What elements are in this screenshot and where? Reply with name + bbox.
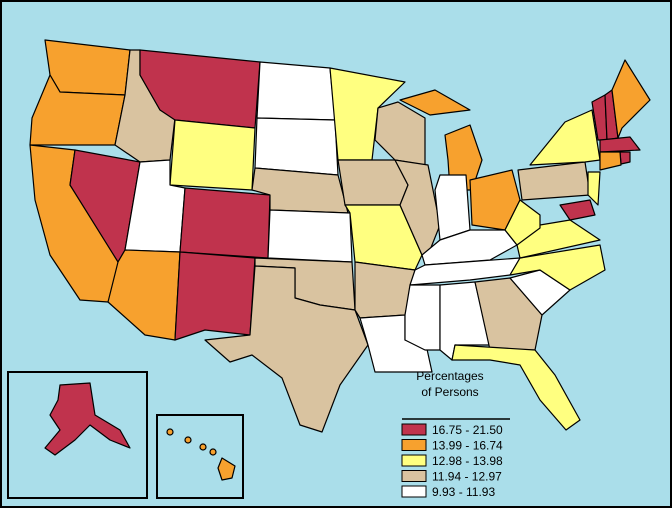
state — [599, 151, 622, 171]
state — [599, 136, 641, 153]
state — [204, 265, 369, 433]
state — [179, 187, 271, 259]
legend-label: 16.75 - 21.50 — [432, 423, 503, 437]
state — [509, 244, 606, 291]
state — [529, 109, 601, 166]
state — [451, 344, 581, 431]
state — [256, 61, 336, 121]
legend-swatch — [401, 423, 427, 436]
state — [337, 159, 409, 206]
state — [217, 457, 236, 481]
hawaii-box — [156, 414, 244, 499]
state — [587, 171, 601, 206]
state — [504, 199, 541, 246]
alaska-box — [7, 371, 148, 499]
state — [434, 174, 471, 241]
state — [44, 382, 131, 456]
legend-title: Percentages — [416, 369, 483, 383]
state — [184, 436, 192, 444]
state — [404, 284, 441, 351]
legend-swatch — [401, 454, 427, 467]
legend-label: 12.98 - 13.98 — [432, 454, 503, 468]
state — [267, 209, 353, 263]
legend-swatch — [401, 439, 427, 451]
legend-label: 9.93 - 11.93 — [432, 485, 495, 499]
legend: Percentages of Persons 16.75 - 21.50 13.9… — [401, 369, 510, 499]
state — [169, 119, 256, 191]
legend-swatch — [401, 485, 427, 498]
state — [199, 443, 207, 451]
state — [166, 428, 174, 436]
states — [29, 39, 651, 433]
state — [559, 199, 596, 221]
state — [611, 59, 651, 139]
legend-title: of Persons — [421, 385, 478, 399]
state — [399, 89, 471, 116]
state — [174, 251, 256, 341]
legend-swatch — [401, 470, 427, 482]
state — [254, 117, 339, 176]
legend-label: 11.94 - 12.97 — [432, 470, 502, 484]
legend-label: 13.99 - 16.74 — [432, 439, 503, 453]
state — [44, 39, 131, 96]
hawaii — [166, 428, 236, 481]
state — [619, 151, 631, 165]
state — [209, 448, 217, 456]
